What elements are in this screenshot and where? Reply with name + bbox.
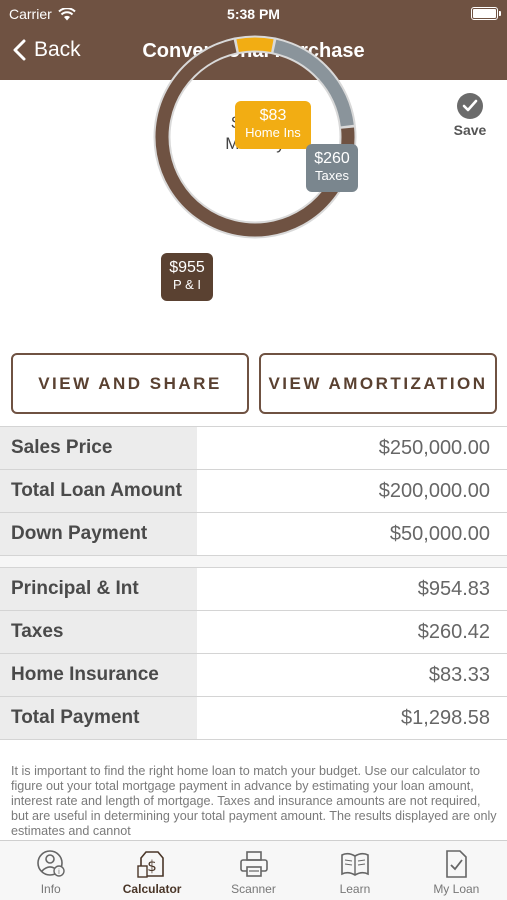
row-label: Taxes [0, 611, 197, 653]
tab-learn[interactable]: Learn [304, 841, 405, 900]
row-label: Down Payment [0, 513, 197, 555]
home-ins-bubble: $83 Home Ins [235, 101, 311, 149]
row-value: $83.33 [428, 663, 490, 686]
table-row: Sales Price $250,000.00 [0, 427, 507, 470]
principal-interest-bubble: $955 P & I [161, 253, 213, 301]
clock: 5:38 PM [227, 6, 280, 22]
home-ins-value: $83 [259, 107, 287, 124]
info-person-icon: i [36, 850, 65, 877]
row-label: Total Payment [0, 697, 197, 739]
donut-slice-taxes [273, 39, 354, 127]
save-label: Save [453, 122, 487, 138]
taxes-bubble: $260 Taxes [306, 144, 358, 192]
row-value: $250,000.00 [378, 436, 490, 459]
disclaimer-text: It is important to find the right home l… [11, 764, 497, 838]
table-row: Down Payment $50,000.00 [0, 513, 507, 556]
tab-calculator[interactable]: $ Calculator [101, 841, 202, 900]
tab-label: My Loan [433, 882, 480, 896]
view-and-share-button[interactable]: VIEW AND SHARE [11, 353, 249, 414]
chevron-left-icon [13, 39, 26, 61]
back-button[interactable]: Back [12, 38, 81, 62]
svg-text:i: i [58, 868, 60, 876]
checkmark-icon [457, 93, 483, 119]
row-label: Home Insurance [0, 654, 197, 696]
row-value: $954.83 [417, 577, 490, 600]
battery-icon [471, 7, 501, 20]
back-label: Back [34, 38, 81, 61]
document-check-icon [446, 850, 468, 878]
pi-label: P & I [173, 277, 201, 292]
table-row: Total Payment $1,298.58 [0, 697, 507, 740]
payment-donut-chart [153, 35, 357, 239]
table-row: Home Insurance $83.33 [0, 654, 507, 697]
tab-scanner[interactable]: Scanner [203, 841, 304, 900]
table-row: Taxes $260.42 [0, 611, 507, 654]
status-bar: Carrier 5:38 PM [0, 0, 507, 28]
tab-my-loan[interactable]: My Loan [406, 841, 507, 900]
tab-label: Calculator [122, 882, 182, 896]
calculator-icon: $ [137, 851, 164, 878]
row-label: Sales Price [0, 427, 197, 469]
taxes-value: $260 [314, 150, 350, 167]
row-value: $50,000.00 [389, 522, 490, 545]
donut-slice-home-ins [236, 37, 274, 53]
tab-label: Learn [339, 882, 371, 896]
table-row: Principal & Int $954.83 [0, 568, 507, 611]
payment-summary-table: Principal & Int $954.83 Taxes $260.42 Ho… [0, 567, 507, 740]
carrier-label: Carrier [9, 6, 52, 22]
loan-summary-table: Sales Price $250,000.00 Total Loan Amoun… [0, 426, 507, 556]
header: Carrier 5:38 PM Back Conventional Purcha… [0, 0, 507, 80]
section-divider [0, 556, 507, 567]
book-icon [341, 852, 369, 876]
carrier-info: Carrier [9, 6, 76, 22]
tab-info[interactable]: i Info [0, 841, 101, 900]
home-ins-label: Home Ins [245, 125, 301, 140]
row-label: Principal & Int [0, 568, 197, 610]
view-amortization-button[interactable]: VIEW AMORTIZATION [259, 353, 497, 414]
printer-icon [239, 851, 268, 877]
save-button[interactable]: Save [446, 93, 494, 138]
row-value: $200,000.00 [378, 479, 490, 502]
table-row: Total Loan Amount $200,000.00 [0, 470, 507, 513]
tab-label: Info [40, 882, 61, 896]
taxes-label: Taxes [315, 168, 349, 183]
tab-bar: i Info $ Calculator Scanner Learn [0, 840, 507, 900]
row-label: Total Loan Amount [0, 470, 197, 512]
tab-label: Scanner [231, 882, 276, 896]
row-value: $1,298.58 [401, 706, 490, 729]
pi-value: $955 [169, 259, 205, 276]
svg-text:$: $ [147, 857, 157, 875]
wifi-icon [58, 7, 76, 20]
row-value: $260.42 [417, 620, 490, 643]
